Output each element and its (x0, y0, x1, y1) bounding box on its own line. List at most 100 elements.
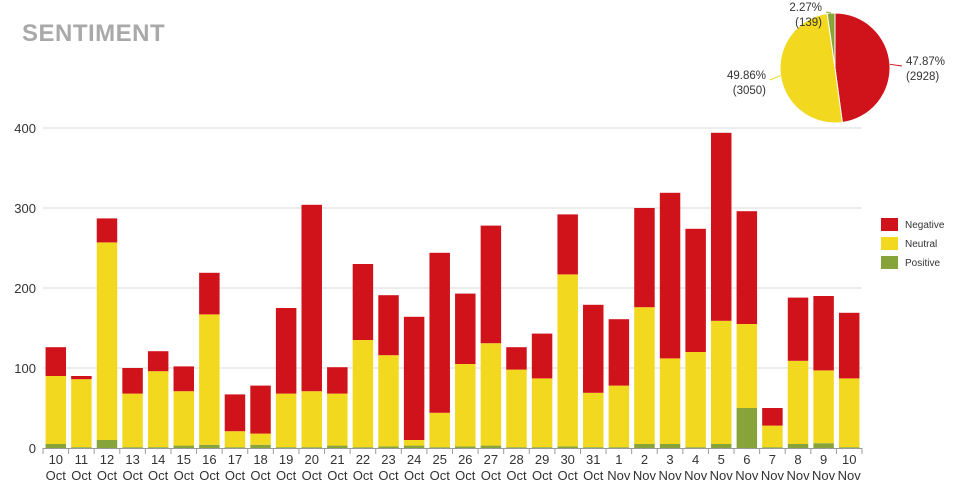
bar-neutral (813, 370, 834, 444)
bar-positive (224, 447, 246, 448)
bar-positive (403, 445, 425, 448)
bar-negative (455, 293, 476, 364)
pie-slice-positive (826, 12, 836, 69)
x-tick-label-month: Oct (276, 468, 297, 483)
bar-negative (838, 312, 860, 379)
y-tick-label: 300 (14, 201, 36, 216)
y-tick-label: 100 (14, 361, 36, 376)
bar-neutral (301, 391, 322, 448)
pie-slice-negative (834, 12, 891, 124)
x-tick-label-day: 3 (666, 452, 673, 467)
bar-neutral (531, 378, 553, 448)
bar-negative (583, 304, 604, 393)
bar-positive (557, 446, 578, 448)
bar-neutral (710, 320, 732, 444)
x-tick-label-month: Oct (455, 468, 476, 483)
bar-positive (429, 447, 450, 448)
bar-negative (301, 204, 322, 392)
bar-positive (122, 447, 143, 448)
x-tick-label-day: 2 (641, 452, 648, 467)
bar-negative (275, 308, 297, 394)
x-tick-label-day: 8 (794, 452, 801, 467)
bar-positive (659, 444, 681, 448)
bar-neutral (557, 274, 578, 447)
x-tick-label-day: 23 (381, 452, 395, 467)
pie-label-percent: 2.27% (789, 2, 822, 14)
x-tick-label-month: Oct (558, 468, 579, 483)
x-tick-label-month: Oct (327, 468, 348, 483)
x-tick-label-day: 26 (458, 452, 472, 467)
x-tick-label-day: 31 (586, 452, 600, 467)
bar-negative (327, 367, 348, 394)
bar-neutral (173, 391, 195, 446)
bar-negative (736, 211, 758, 324)
bar-neutral (45, 376, 67, 444)
bar-negative (813, 296, 834, 371)
x-tick-label-day: 18 (253, 452, 267, 467)
x-tick-label-day: 17 (228, 452, 242, 467)
bar-positive (301, 447, 322, 448)
bar-neutral (634, 307, 655, 444)
bar-neutral (327, 393, 348, 446)
bar-neutral (122, 393, 143, 448)
legend-swatch-positive (881, 256, 898, 269)
bar-neutral (403, 440, 425, 446)
x-tick-label-day: 27 (484, 452, 498, 467)
x-tick-label-day: 9 (820, 452, 827, 467)
bar-negative (710, 132, 732, 321)
bar-neutral (787, 360, 809, 444)
bar-negative (608, 319, 630, 386)
x-tick-label-month: Oct (199, 468, 220, 483)
x-tick-label-day: 24 (407, 452, 421, 467)
bar-negative (199, 272, 220, 315)
pie-connector-negative (889, 63, 903, 67)
x-tick-label-month: Oct (46, 468, 67, 483)
bar-neutral (685, 352, 706, 448)
bar-negative (71, 376, 92, 380)
bar-negative (173, 366, 195, 392)
x-tick-label-day: 30 (560, 452, 574, 467)
bar-positive (250, 444, 271, 448)
bar-neutral (224, 431, 246, 448)
bar-negative (659, 192, 681, 359)
bar-positive (455, 446, 476, 448)
x-tick-label-month: Oct (583, 468, 604, 483)
x-tick-label-month: Oct (378, 468, 399, 483)
x-tick-label-day: 6 (743, 452, 750, 467)
y-tick-label: 0 (29, 441, 36, 456)
x-tick-label-month: Nov (633, 468, 657, 483)
x-tick-label-month: Oct (174, 468, 195, 483)
x-tick-label-day: 1 (615, 452, 622, 467)
x-tick-label-month: Oct (250, 468, 271, 483)
bar-positive (787, 444, 809, 448)
x-tick-label-day: 29 (535, 452, 549, 467)
x-tick-label-month: Oct (430, 468, 451, 483)
bar-negative (224, 394, 246, 432)
x-tick-label-month: Oct (148, 468, 169, 483)
pie-connector-neutral (769, 75, 781, 81)
legend-swatch-neutral (881, 237, 898, 250)
x-tick-label-month: Nov (761, 468, 785, 483)
x-tick-label-day: 15 (177, 452, 191, 467)
x-tick-label-day: 16 (202, 452, 216, 467)
bar-neutral (838, 378, 860, 448)
y-tick-label: 400 (14, 121, 36, 136)
bar-negative (787, 297, 809, 361)
bar-negative (480, 225, 502, 344)
x-tick-label-month: Oct (404, 468, 425, 483)
x-tick-label-day: 7 (769, 452, 776, 467)
pie-label-count: (2928) (906, 71, 939, 83)
x-tick-label-month: Oct (71, 468, 92, 483)
bar-neutral (608, 385, 630, 448)
x-tick-label-day: 22 (356, 452, 370, 467)
x-tick-label-month: Oct (506, 468, 527, 483)
bar-neutral (352, 340, 374, 448)
bar-negative (122, 368, 143, 394)
bar-neutral (71, 379, 92, 448)
bar-negative (429, 252, 450, 413)
bar-positive (378, 446, 399, 448)
bar-negative (147, 351, 169, 372)
x-tick-label-day: 10 (49, 452, 63, 467)
bar-positive (583, 447, 604, 448)
